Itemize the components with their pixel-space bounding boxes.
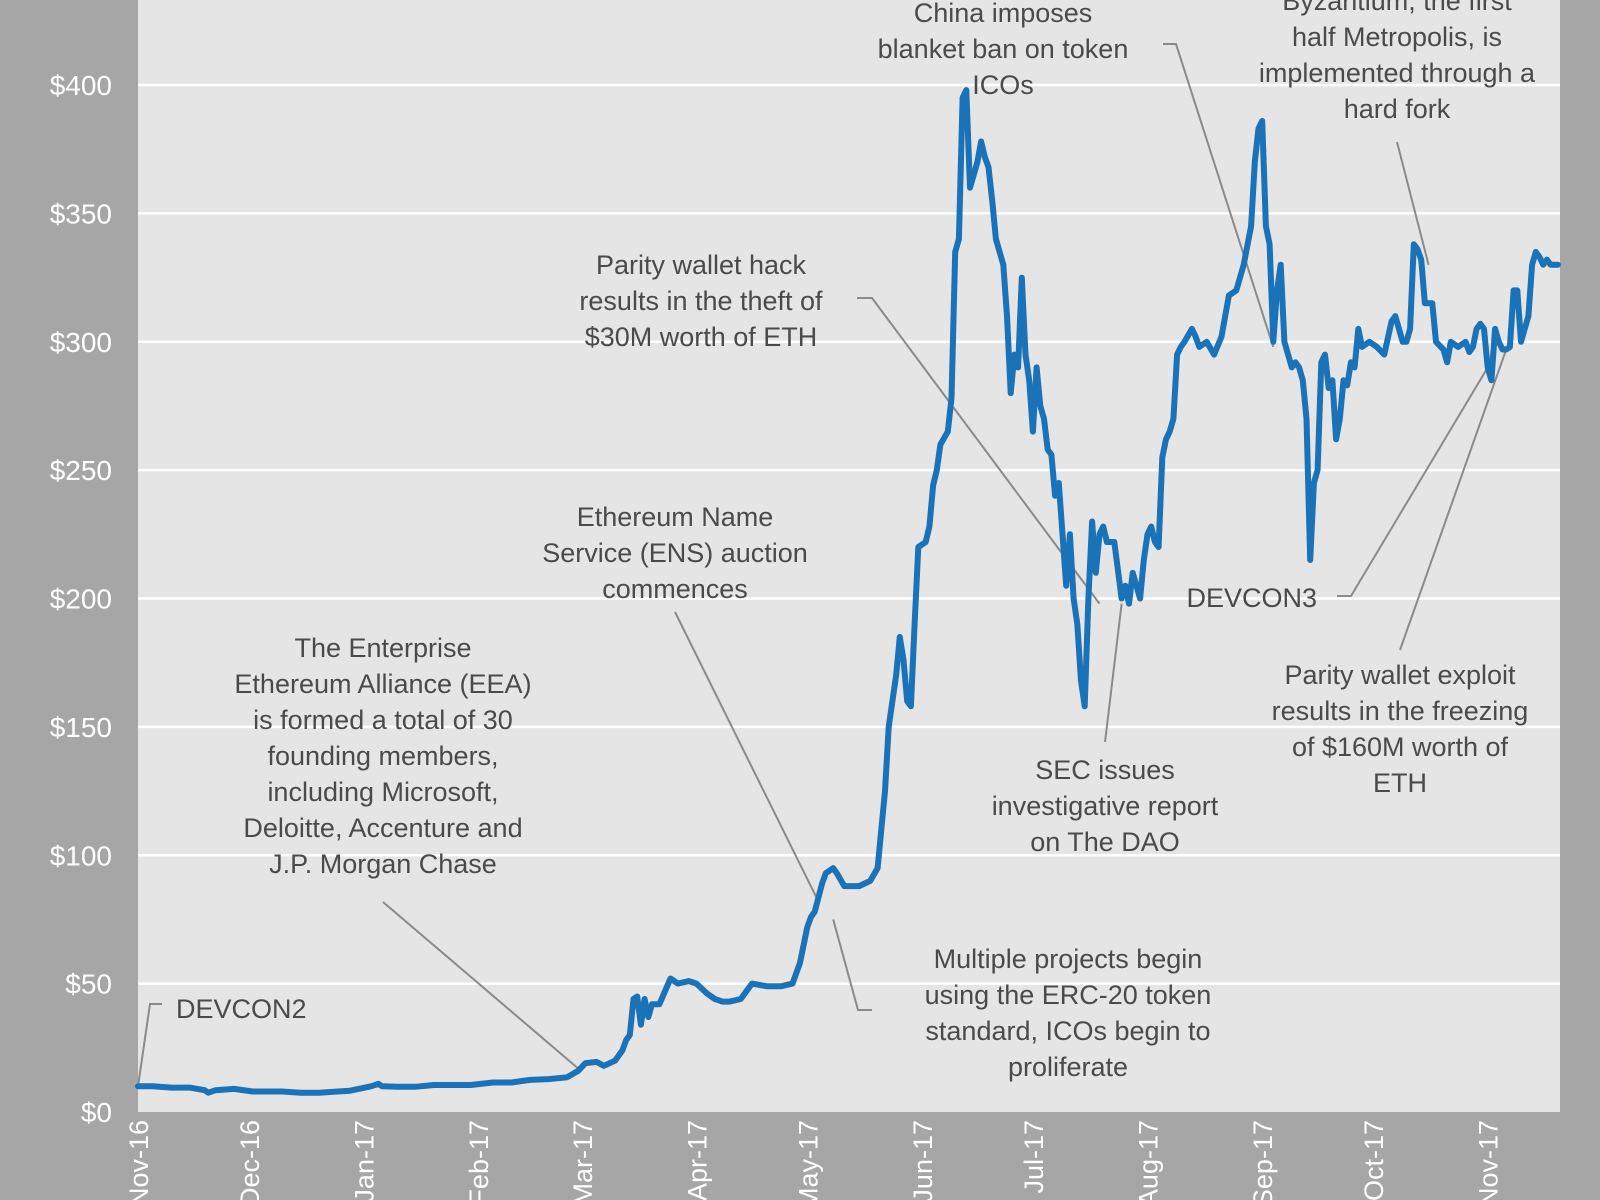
annotation-leader-byzantium <box>1396 141 1430 265</box>
x-tick-label: Sep-17 <box>1248 1120 1278 1200</box>
annotations: DEVCON2 The Enterprise Ethereum Alliance (… <box>176 0 1536 1082</box>
annotation-line: is formed a total of 30 <box>253 705 513 735</box>
annotation-line: ICOs <box>972 70 1034 100</box>
annotation-line: investigative report <box>992 791 1219 821</box>
x-tick-label: Mar-17 <box>568 1120 598 1200</box>
annotation-leader-erc20 <box>832 919 872 1011</box>
annotation-line: Parity wallet exploit <box>1284 660 1516 690</box>
annotation-ens: Ethereum Name Service (ENS) auction commen… <box>542 502 808 604</box>
annotation-line: China imposes <box>914 0 1093 28</box>
y-tick-label: $200 <box>50 584 112 615</box>
annotation-parity-hack: Parity wallet hack results in the theft o… <box>579 250 823 352</box>
annotation-leader-parity-exploit <box>1399 349 1508 651</box>
annotation-line: on The DAO <box>1030 827 1180 857</box>
annotation-line: ETH <box>1373 768 1427 798</box>
annotation-line: Ethereum Alliance (EEA) <box>234 669 531 699</box>
y-tick-label: $50 <box>65 969 112 1000</box>
y-tick-label: $250 <box>50 455 112 486</box>
annotation-line: DEVCON2 <box>176 994 307 1024</box>
annotation-line: half Metropolis, is <box>1292 22 1502 52</box>
annotation-eea: The Enterprise Ethereum Alliance (EEA) is … <box>234 633 531 879</box>
annotation-line: hard fork <box>1344 94 1451 124</box>
x-tick-label: Jun-17 <box>908 1120 938 1200</box>
gridlines <box>138 83 1560 985</box>
annotation-line: implemented through a <box>1259 58 1536 88</box>
price-series <box>135 87 1561 1096</box>
y-axis-ticks: $0 $50 $100 $150 $200 $250 $300 $350 $400 <box>50 70 112 1128</box>
annotation-line: results in the theft of <box>579 286 823 316</box>
annotation-devcon2: DEVCON2 <box>176 994 307 1024</box>
annotation-line: Parity wallet hack <box>596 250 807 280</box>
annotation-parity-exploit: Parity wallet exploit results in the free… <box>1272 660 1529 798</box>
annotation-line: The Enterprise <box>294 633 471 663</box>
annotation-line: including Microsoft, <box>267 777 498 807</box>
annotation-line: blanket ban on token <box>878 34 1129 64</box>
annotation-line: J.P. Morgan Chase <box>269 849 497 879</box>
annotation-line: SEC issues <box>1035 755 1175 785</box>
annotation-line: of $160M worth of <box>1292 732 1509 762</box>
annotation-leader-devcon2 <box>137 1003 162 1087</box>
x-tick-label: Jul-17 <box>1019 1120 1049 1194</box>
annotation-line: DEVCON3 <box>1186 583 1317 613</box>
annotation-devcon3: DEVCON3 <box>1186 583 1317 613</box>
y-tick-label: $350 <box>50 198 112 229</box>
x-axis-ticks: Nov-16 Dec-16 Jan-17 Feb-17 Mar-17 Apr-17 May-… <box>124 1120 1504 1200</box>
annotation-leader-parity-hack <box>857 297 1101 605</box>
annotation-line: Service (ENS) auction <box>542 538 808 568</box>
annotation-line: $30M worth of ETH <box>585 322 818 352</box>
y-tick-label: $300 <box>50 327 112 358</box>
x-tick-label: May-17 <box>793 1120 823 1200</box>
annotation-byzantium: Byzantium, the first half Metropolis, is i… <box>1259 0 1536 124</box>
y-tick-label: $400 <box>50 70 112 101</box>
price-line <box>135 87 1561 1096</box>
annotation-line: Multiple projects begin <box>934 944 1203 974</box>
annotation-leader-china <box>1163 43 1275 348</box>
annotation-leader-eea <box>382 901 579 1070</box>
y-tick-label: $150 <box>50 712 112 743</box>
x-tick-label: Aug-17 <box>1134 1120 1164 1200</box>
annotation-line: Deloitte, Accenture and <box>243 813 522 843</box>
y-tick-label: $0 <box>81 1097 112 1128</box>
annotation-line: results in the freezing <box>1272 696 1529 726</box>
annotation-line: Byzantium, the first <box>1282 0 1512 16</box>
annotation-leader-devcon3 <box>1337 366 1489 597</box>
annotation-line: using the ERC-20 token <box>925 980 1212 1010</box>
annotation-leader-sec <box>1104 603 1123 743</box>
x-tick-label: Apr-17 <box>682 1120 712 1200</box>
x-tick-label: Nov-16 <box>124 1120 154 1200</box>
annotation-china: China imposes blanket ban on token ICOs <box>878 0 1129 100</box>
plot-area <box>138 0 1560 1112</box>
annotation-leader-ens <box>674 611 820 902</box>
annotation-line: standard, ICOs begin to <box>925 1016 1210 1046</box>
x-tick-label: Oct-17 <box>1359 1120 1389 1200</box>
y-tick-label: $100 <box>50 840 112 871</box>
annotation-line: commences <box>602 574 748 604</box>
annotation-sec: SEC issues investigative report on The DAO <box>992 755 1219 857</box>
annotation-line: founding members, <box>267 741 498 771</box>
annotation-erc20: Multiple projects begin using the ERC-20 … <box>925 944 1212 1082</box>
x-tick-label: Dec-16 <box>235 1120 265 1200</box>
x-tick-label: Feb-17 <box>464 1120 494 1200</box>
x-tick-label: Jan-17 <box>350 1120 380 1200</box>
annotation-leader-lines <box>137 43 1508 1087</box>
annotation-line: Ethereum Name <box>577 502 774 532</box>
x-tick-label: Nov-17 <box>1474 1120 1504 1200</box>
annotation-line: proliferate <box>1008 1052 1128 1082</box>
